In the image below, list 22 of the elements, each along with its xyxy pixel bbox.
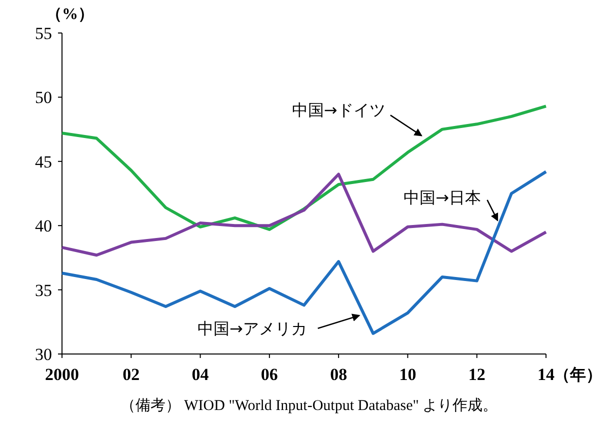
line-series bbox=[60, 170, 548, 335]
series-label: 中国→アメリカ bbox=[197, 318, 307, 338]
line-series bbox=[60, 172, 548, 257]
x-tick-label: 08 bbox=[330, 365, 348, 384]
y-axis-title: （%） bbox=[46, 6, 94, 23]
x-tick-label: 2000 bbox=[45, 365, 79, 384]
y-tick-label: 35 bbox=[35, 280, 52, 300]
y-tick-label: 30 bbox=[35, 344, 52, 364]
x-axis-title: （年） bbox=[554, 366, 598, 384]
x-tick-label: 06 bbox=[260, 365, 278, 384]
y-tick-label: 45 bbox=[35, 152, 52, 172]
y-tick-label: 50 bbox=[35, 88, 52, 108]
x-tick-label: 04 bbox=[192, 365, 210, 384]
x-tick-label: 10 bbox=[399, 365, 416, 384]
x-tick-label: 12 bbox=[468, 365, 486, 384]
text: （備考） WIOD "World Input-Output Database" より作成。 bbox=[120, 397, 498, 414]
x-tick-label: 02 bbox=[122, 365, 140, 384]
series-label: 中国→日本 bbox=[404, 188, 481, 207]
y-tick-label: 40 bbox=[35, 216, 52, 236]
y-tick-label: 55 bbox=[35, 24, 52, 43]
text: 中国→ドイツ bbox=[292, 100, 386, 120]
x-tick-label: 14 bbox=[538, 365, 555, 384]
